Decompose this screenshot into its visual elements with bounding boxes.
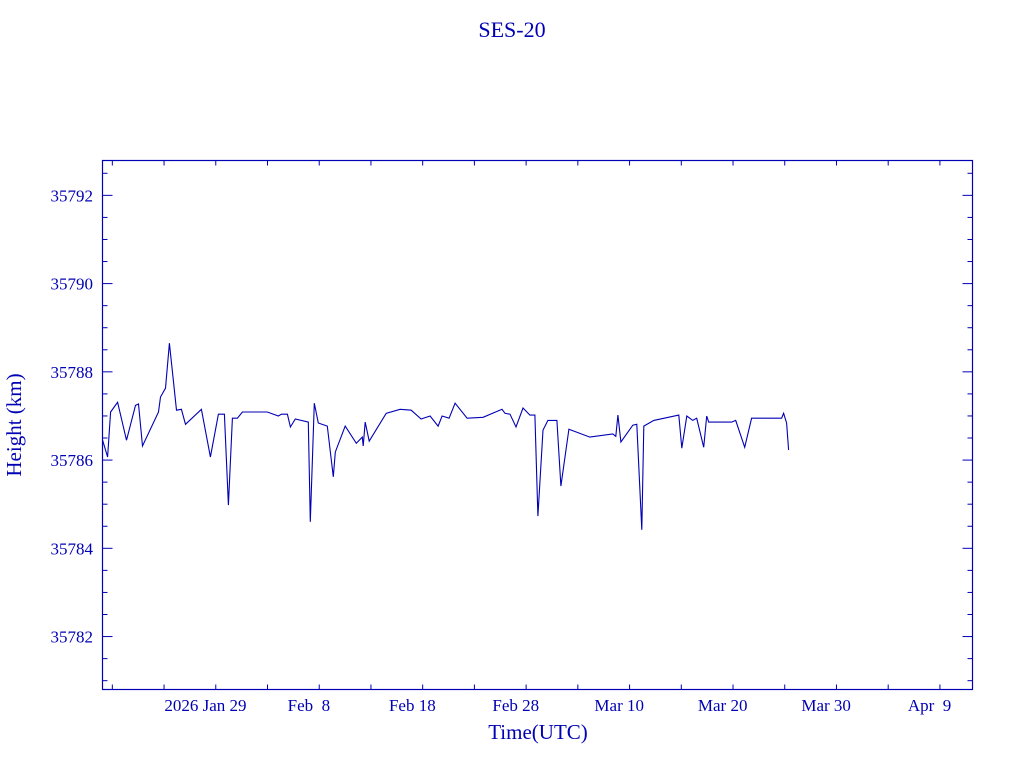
- x-tick-label: Mar 30: [801, 696, 851, 715]
- y-tick-label: 35784: [51, 539, 94, 558]
- axis-ticks: [102, 160, 973, 690]
- x-tick-label: Mar 20: [698, 696, 748, 715]
- plot-frame: [101, 159, 974, 691]
- x-axis-label: Time(UTC): [488, 720, 588, 744]
- x-tick-label: Feb 28: [492, 696, 539, 715]
- series-line-ses-20: [102, 343, 790, 530]
- y-tick-label: 35786: [51, 451, 94, 470]
- x-tick-label: Feb 18: [389, 696, 436, 715]
- y-tick-labels: 35782 35784 35786 35788 35790 35792: [51, 186, 94, 646]
- x-tick-label: Feb 8: [288, 696, 331, 715]
- chart-title: SES-20: [478, 17, 545, 42]
- y-tick-label: 35788: [51, 363, 94, 382]
- x-tick-labels: 2026 Jan 29 Feb 8 Feb 18 Feb 28 Mar 10 Mar 20…: [164, 696, 951, 715]
- y-tick-label: 35790: [51, 275, 94, 294]
- y-tick-label: 35792: [51, 186, 94, 205]
- x-tick-label: Apr 9: [908, 696, 951, 715]
- y-tick-label: 35782: [51, 628, 94, 647]
- x-tick-label: 2026 Jan 29: [164, 696, 246, 715]
- y-axis-label: Height (km): [2, 373, 26, 476]
- x-tick-label: Mar 10: [594, 696, 644, 715]
